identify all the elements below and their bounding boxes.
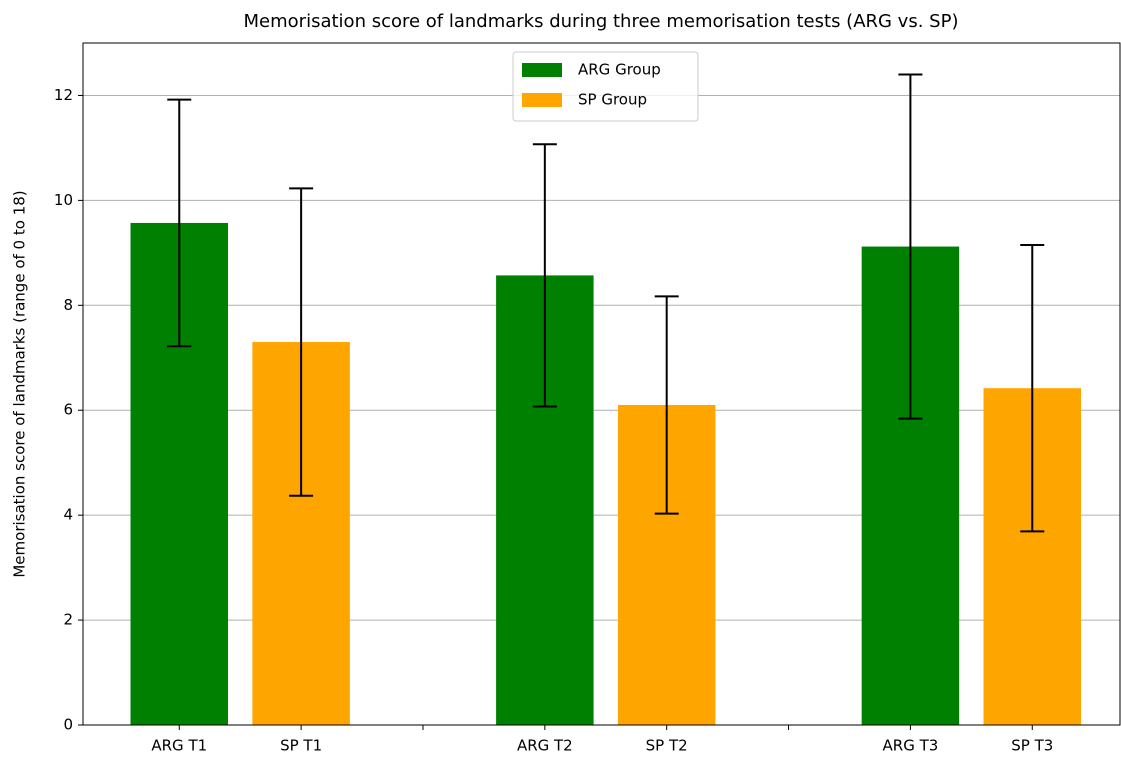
plot-frame bbox=[82, 42, 1121, 726]
x-tick-label: SP T1 bbox=[280, 737, 322, 755]
legend-label: SP Group bbox=[578, 91, 647, 109]
y-tick-label: 10 bbox=[54, 191, 73, 209]
y-axis-label: Memorisation score of landmarks (range o… bbox=[11, 190, 29, 577]
y-tick-label: 6 bbox=[63, 401, 73, 419]
grid bbox=[83, 94, 1120, 726]
x-tick-label: SP T2 bbox=[646, 737, 688, 755]
y-tick-label: 8 bbox=[63, 296, 73, 314]
legend-label: ARG Group bbox=[578, 61, 661, 79]
x-tick-label: ARG T3 bbox=[883, 737, 939, 755]
y-tick-label: 12 bbox=[54, 86, 73, 104]
x-tick-label: ARG T1 bbox=[151, 737, 207, 755]
y-tick-label: 4 bbox=[63, 506, 73, 524]
y-tick-label: 0 bbox=[63, 716, 73, 734]
legend-swatch bbox=[522, 93, 562, 107]
y-tick-label: 2 bbox=[63, 611, 73, 629]
legend-swatch bbox=[522, 63, 562, 77]
x-tick-label: SP T3 bbox=[1011, 737, 1053, 755]
chart-title: Memorisation score of landmarks during t… bbox=[244, 11, 959, 32]
x-tick-label: ARG T2 bbox=[517, 737, 573, 755]
legend: ARG Group SP Group bbox=[512, 51, 699, 122]
